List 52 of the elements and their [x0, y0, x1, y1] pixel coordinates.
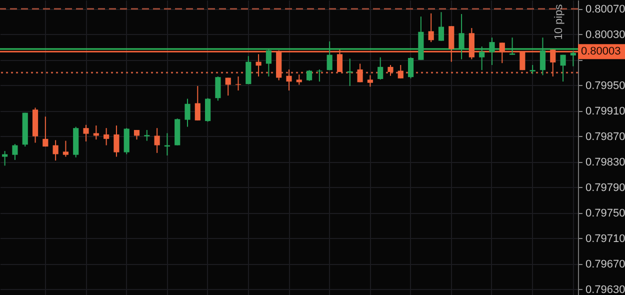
- candlestick: [479, 46, 485, 71]
- candlestick: [114, 125, 120, 158]
- candlestick: [12, 143, 18, 160]
- candlestick: [428, 12, 434, 43]
- candlestick: [458, 14, 464, 60]
- y-tick-label: 0.79630: [586, 284, 625, 295]
- candlestick: [93, 125, 99, 140]
- y-tick-label: 0.79870: [586, 130, 625, 143]
- candlestick: [357, 63, 363, 83]
- candlestick: [225, 77, 231, 96]
- candlestick: [378, 56, 384, 80]
- y-tick-label: 0.79750: [586, 207, 625, 220]
- candlestick: [104, 128, 110, 146]
- candlestick: [306, 70, 312, 82]
- candlestick: [194, 86, 200, 121]
- y-tick-label: 0.79830: [586, 156, 625, 168]
- candlestick: [62, 140, 69, 158]
- ref-line-label: 0.80003: [581, 46, 621, 58]
- candlestick: [42, 116, 48, 148]
- candlestick: [540, 37, 546, 76]
- candlestick: [296, 74, 302, 86]
- y-tick-label: 0.79790: [586, 182, 625, 194]
- candlestick: [286, 68, 292, 91]
- candlestick: [367, 74, 373, 88]
- candlestick: [408, 56, 414, 79]
- candlestick: [316, 68, 322, 82]
- y-tick-label: 0.80030: [586, 28, 625, 41]
- candlestick: [266, 49, 272, 77]
- candlestick: [154, 128, 160, 154]
- candlestick: [124, 128, 130, 155]
- candlestick: [388, 64, 394, 76]
- candlestick: [83, 124, 89, 142]
- candlestick: [489, 37, 495, 66]
- candlestick: [144, 129, 150, 142]
- y-tick-label: 0.79710: [586, 232, 625, 245]
- y-tick-label: 0.79950: [586, 80, 625, 92]
- candlestick: [205, 98, 211, 122]
- candlestick: [509, 37, 516, 56]
- candlestick: [398, 64, 404, 79]
- candlestick: [326, 40, 332, 71]
- y-tick-label: 0.79670: [586, 258, 625, 270]
- candlestick: [246, 56, 252, 85]
- annotation: 10 pips: [553, 4, 565, 40]
- candlestick: [215, 76, 221, 102]
- y-tick-label: 0.80070: [586, 3, 625, 16]
- candlestick: [560, 54, 566, 82]
- y-tick-label: 0.79910: [586, 105, 625, 118]
- candlestick: [2, 150, 8, 166]
- candlestick: [52, 140, 58, 162]
- candlestick: [570, 50, 576, 67]
- candlestick: [438, 12, 444, 42]
- candlestick: [184, 98, 190, 128]
